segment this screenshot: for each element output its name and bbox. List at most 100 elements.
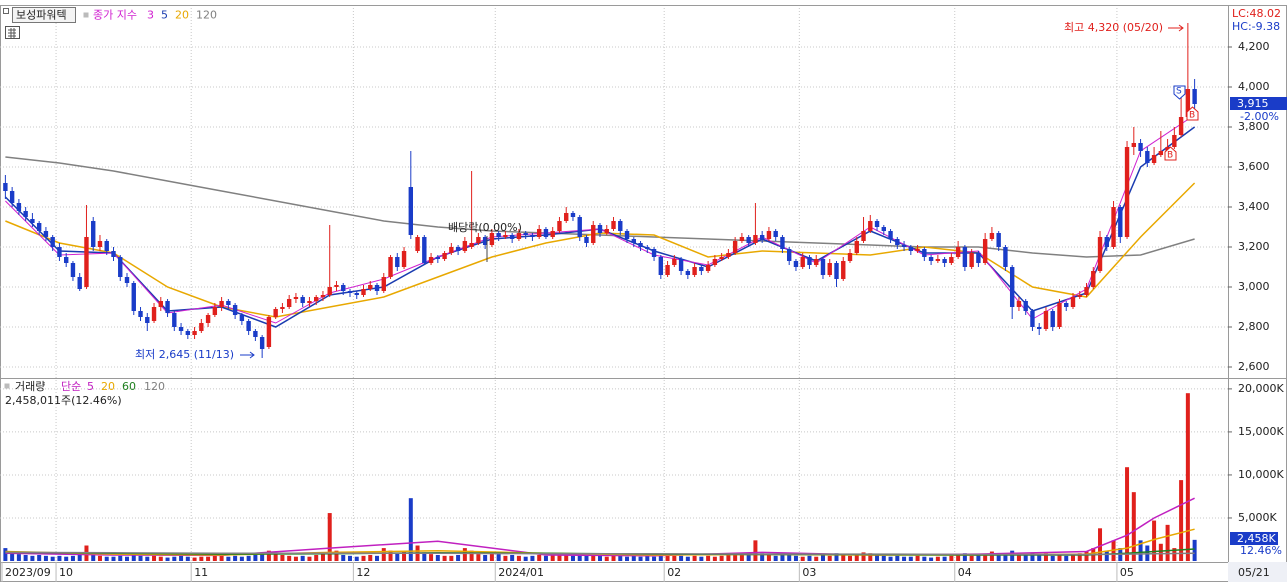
volume-bar — [915, 555, 920, 561]
volume-bar — [361, 555, 366, 561]
y-tick-label: 3,200 — [1238, 240, 1270, 253]
candle-body — [1138, 143, 1143, 151]
volume-bar — [604, 556, 609, 561]
candle-body — [645, 247, 650, 249]
legend-item[interactable]: 120 — [144, 380, 165, 393]
candle-body — [1111, 207, 1116, 247]
candle-body — [672, 259, 677, 265]
candle-body — [50, 237, 55, 247]
x-tick-label: 05 — [1120, 566, 1134, 579]
candle-body — [1077, 295, 1082, 297]
volume-bar — [199, 556, 204, 561]
volume-bar — [503, 555, 508, 561]
x-tick-label: 03 — [802, 566, 816, 579]
volume-bar — [868, 553, 873, 561]
candle-body — [949, 257, 954, 263]
candle-body — [307, 301, 312, 303]
candle-body — [1192, 89, 1197, 104]
candle-body — [962, 247, 968, 267]
legend-item[interactable]: 3 — [147, 9, 154, 22]
legend-item[interactable]: 5 — [161, 9, 168, 22]
table-icon-lines — [8, 28, 16, 38]
candle-body — [91, 221, 96, 247]
volume-bar — [145, 556, 150, 561]
candle-body — [1057, 303, 1062, 327]
candle-body — [347, 291, 353, 293]
candle-body — [976, 253, 981, 263]
candle-body — [1043, 311, 1049, 329]
candle-body — [368, 285, 373, 289]
x-tick-label: 05/21 — [1238, 566, 1270, 579]
volume-bar — [341, 554, 346, 561]
volume-bar — [942, 556, 947, 561]
candle-body — [570, 213, 576, 217]
volume-bar — [1165, 524, 1170, 561]
candle-body — [786, 249, 792, 261]
volume-bar — [219, 554, 224, 561]
volume-bar — [807, 555, 812, 561]
legend-item[interactable]: 20 — [101, 380, 115, 393]
volume-bar — [16, 554, 21, 561]
candle-body — [455, 247, 461, 251]
volume-bar — [672, 555, 677, 561]
icon — [3, 8, 9, 14]
candle-body — [624, 231, 630, 239]
candle-body — [868, 221, 873, 231]
candle-body — [543, 229, 549, 237]
x-tick-label: 11 — [194, 566, 208, 579]
volume-bar — [625, 556, 630, 561]
candle-body — [841, 261, 846, 279]
title-box[interactable] — [12, 7, 76, 23]
volume-bar — [793, 555, 798, 561]
volume-bar — [564, 553, 569, 561]
candle-body — [969, 253, 974, 267]
candle-body — [395, 257, 400, 267]
legend-item[interactable]: 60 — [122, 380, 136, 393]
candle-body — [611, 221, 616, 229]
volume-bar — [510, 554, 515, 561]
volume-bar — [902, 556, 907, 561]
volume-bar — [1098, 528, 1103, 561]
volume-bar — [266, 550, 271, 561]
legend-item[interactable]: 20 — [175, 9, 189, 22]
high-arrow — [1168, 24, 1184, 32]
volume-bar — [983, 554, 988, 561]
volume-bar — [888, 556, 893, 561]
candle-body — [158, 301, 163, 307]
candle-body — [172, 313, 177, 327]
volume-box — [1230, 532, 1278, 545]
volume-bar — [854, 554, 859, 561]
candle-body — [415, 237, 420, 251]
y-tick-label: 4,000 — [1238, 80, 1270, 93]
candle-body — [888, 231, 893, 239]
volume-bar — [1192, 539, 1197, 561]
candle-body — [361, 289, 366, 295]
candle-body — [401, 251, 407, 267]
ma-line — [5, 114, 1195, 324]
candle-body — [665, 265, 670, 275]
volume-bar — [699, 556, 704, 561]
legend-item[interactable]: 120 — [196, 9, 217, 22]
candle-body — [901, 245, 907, 247]
legend-item[interactable]: 5 — [87, 380, 94, 393]
candle-body — [631, 239, 636, 243]
candle-body — [1003, 247, 1008, 267]
annotation-low: 최저 2,645 (11/13) — [135, 348, 234, 361]
candle-body — [935, 259, 941, 261]
candle-body — [847, 253, 853, 261]
volume-bar — [483, 554, 488, 561]
candle-body — [259, 337, 265, 349]
volume-bar — [760, 553, 765, 561]
volume-bar — [956, 554, 961, 561]
volume-bar — [395, 553, 400, 561]
volume-bar — [334, 550, 339, 561]
candle-body — [9, 191, 15, 203]
candle-body — [1172, 135, 1177, 147]
volume-bar — [476, 554, 481, 561]
candle-body — [1009, 267, 1015, 307]
candle-body — [753, 235, 758, 243]
volume-bar — [30, 555, 35, 561]
candle-body — [820, 259, 826, 275]
volume-bar — [307, 556, 312, 561]
volume-bar — [185, 556, 190, 561]
